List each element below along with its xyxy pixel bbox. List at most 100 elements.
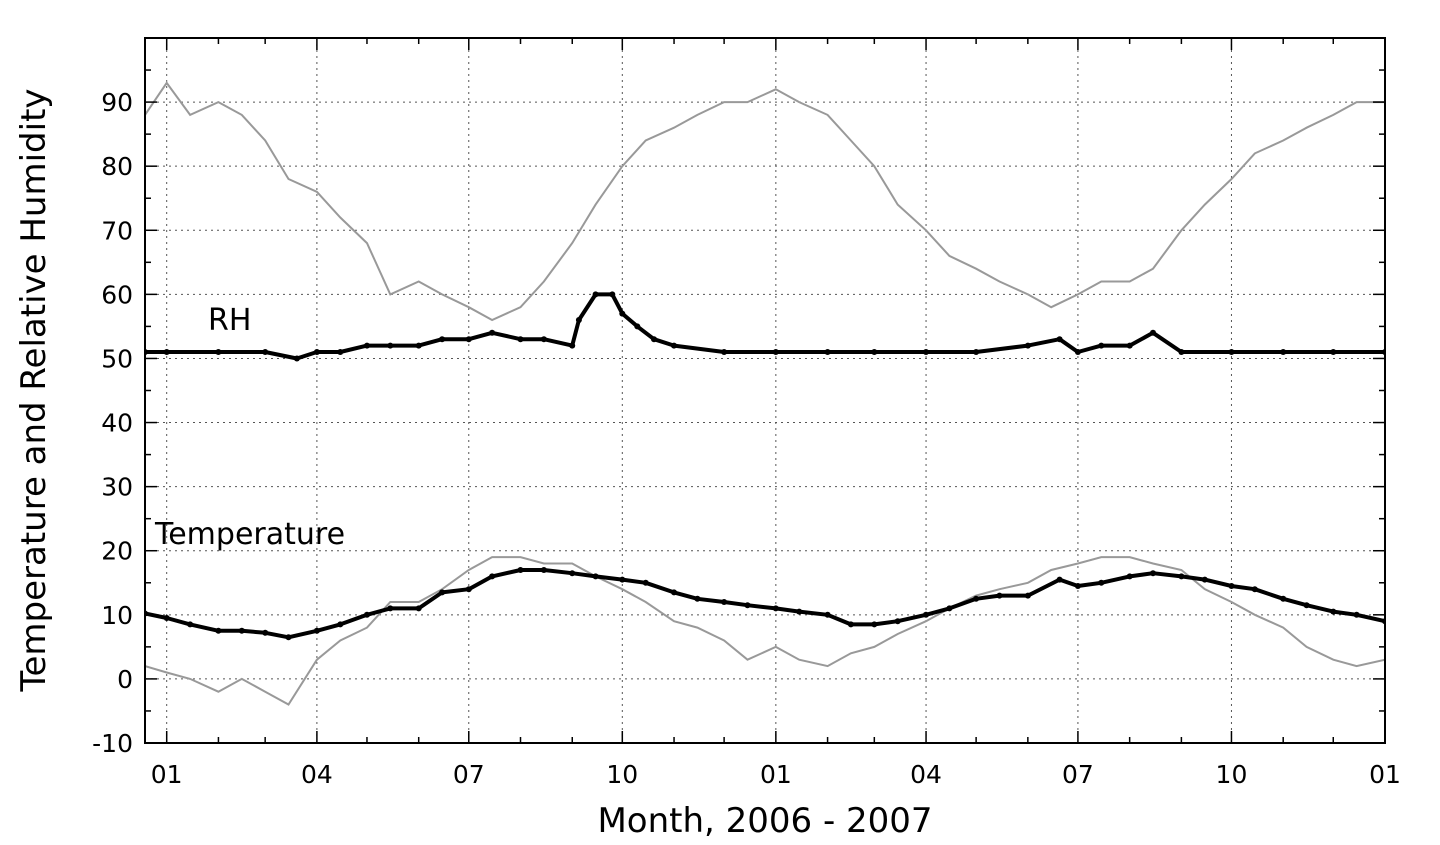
series-point-indoor_rh [1098,342,1105,349]
series-point-indoor_temp [642,579,649,586]
y-tick-label: 50 [101,344,133,373]
series-point-indoor_temp [313,627,320,634]
series-point-indoor_temp [187,621,194,628]
series-trace-indoor_temp [145,568,1385,640]
series-point-indoor_temp [387,605,394,612]
series-point-indoor_temp [364,611,370,618]
series-point-indoor_temp [1303,602,1310,609]
series-point-indoor_temp [996,592,1003,599]
y-tick-label: 30 [101,473,133,502]
series-point-indoor_rh [569,342,576,349]
grid [145,38,1386,743]
series-point-indoor_temp [415,605,422,612]
x-tick-label: 07 [1062,760,1094,789]
x-tick-label: 10 [1216,760,1248,789]
x-tick-label: 01 [760,760,792,789]
series-point-indoor_rh [651,336,657,343]
series-point-indoor_temp [671,589,677,596]
series-point-indoor_temp [489,573,496,580]
series-point-indoor_temp [540,567,547,573]
series-point-indoor_rh [1280,349,1287,355]
series-point-indoor_temp [163,615,170,621]
series-line-outdoor_temp [145,556,1385,706]
series-point-indoor_rh [163,349,170,355]
series-point-indoor_temp [517,567,524,573]
series-point-indoor_temp [1201,576,1208,583]
series-point-indoor_temp [285,634,292,641]
series-point-indoor_temp [744,602,751,609]
series-point-indoor_rh [1074,349,1081,355]
series-point-indoor_rh [517,336,524,343]
series-point-indoor_temp [694,595,701,602]
series-point-indoor_temp [973,595,980,602]
y-axis-title: Temperature and Relative Humidity [14,88,54,692]
series-point-indoor_temp [569,570,576,577]
series-point-indoor_rh [364,342,370,349]
annotation-rh: RH [208,303,251,338]
ticks [145,38,1386,744]
series-point-indoor_rh [871,349,878,355]
x-tick-label: 04 [910,760,942,789]
series-point-indoor_rh [973,349,980,355]
series-point-indoor_rh [439,336,446,343]
series-point-indoor_temp [772,605,779,612]
series-point-indoor_temp [1280,595,1287,602]
series-point-indoor_rh [313,349,320,355]
series-point-indoor_temp [1150,570,1156,577]
series-point-indoor_temp [1178,573,1185,580]
x-axis-title: Month, 2006 - 2007 [597,801,932,840]
y-tick-label: 40 [101,409,133,438]
y-tick-label: 10 [101,601,133,630]
series-point-indoor_temp [923,611,929,618]
series-point-indoor_rh [923,349,929,355]
series-point-indoor_temp [1330,608,1337,615]
series-point-indoor_temp [439,589,446,596]
series-point-indoor_temp [894,618,901,625]
x-tick-label: 07 [453,760,485,789]
series-point-indoor_temp [1228,583,1235,589]
series-point-indoor_rh [1126,342,1133,349]
series-trace-indoor_rh [145,292,1385,361]
y-tick-label: 80 [101,152,133,181]
series-point-indoor_rh [1024,342,1031,349]
series-point-indoor_temp [847,621,854,628]
series-point-indoor_rh [1178,349,1185,355]
y-tick-label: 70 [101,216,133,245]
series-point-indoor_rh [619,310,626,317]
series-point-indoor_temp [1251,586,1258,593]
series-line-outdoor_rh [145,81,1385,322]
x-tick-label: 01 [1369,760,1401,789]
series-point-indoor_rh [772,349,779,355]
series-point-indoor_temp [1056,576,1063,583]
y-tick-label: 0 [117,665,133,694]
series-point-indoor_temp [946,605,953,612]
series-point-indoor_temp [824,611,831,618]
y-tick-label: 20 [101,537,133,566]
series-point-indoor_temp [215,627,222,634]
series-point-indoor_temp [337,621,344,628]
series-point-indoor_temp [262,629,269,636]
series-point-indoor_temp [465,586,472,593]
series-point-indoor_rh [387,342,394,349]
series-point-indoor_rh [1056,336,1063,343]
series-point-indoor_temp [619,576,626,583]
x-tick-label: 01 [151,760,183,789]
x-tick-label: 10 [606,760,638,789]
series-point-indoor_rh [721,349,728,355]
series-point-indoor_rh [592,291,599,298]
series-point-indoor_temp [1353,611,1360,618]
y-tick-label: 60 [101,280,133,309]
series-point-indoor_rh [262,349,269,355]
series-point-indoor_rh [824,349,831,355]
series-point-indoor_rh [1330,349,1337,355]
series-point-indoor_temp [721,599,728,605]
series-point-indoor_rh [293,355,300,362]
series-point-indoor_rh [489,329,496,336]
series-point-indoor_rh [337,349,344,355]
series-point-indoor_temp [238,627,245,634]
series-point-indoor_rh [1150,329,1156,336]
series-point-indoor_temp [1098,579,1105,586]
y-tick-label: 90 [101,88,133,117]
